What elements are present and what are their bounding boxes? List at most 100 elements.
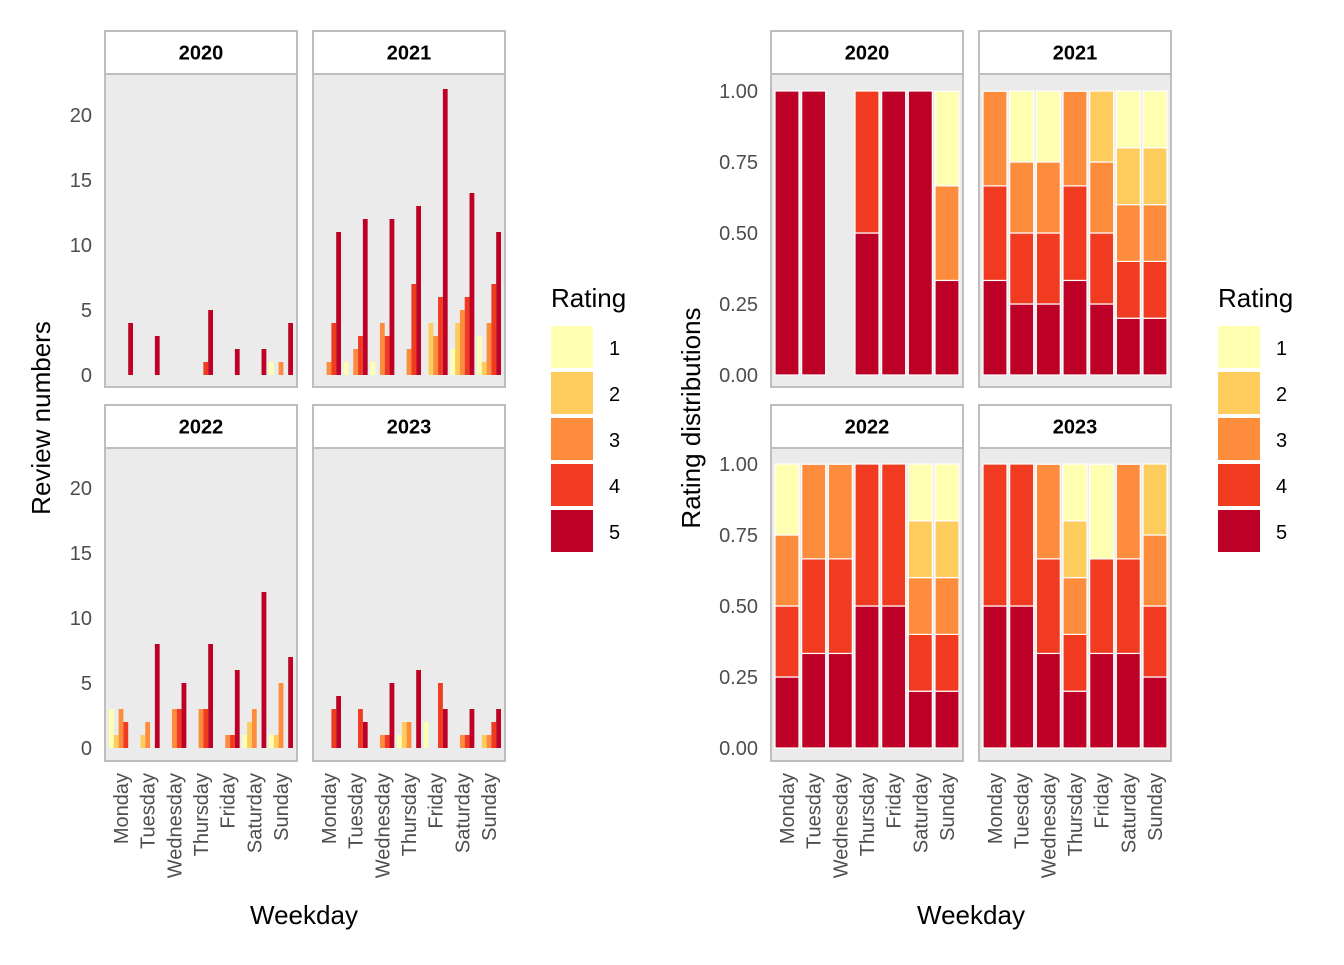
bar-2022-saturday-rating-1 xyxy=(242,735,248,748)
y-tick-label: 15 xyxy=(70,170,92,192)
stack-segment-2021-monday-rating-5 xyxy=(982,279,1008,376)
stack-segment-2023-thursday-rating-4 xyxy=(1062,633,1088,692)
stack-segment-2020-sunday-rating-1 xyxy=(934,90,960,187)
stack-segment-2023-saturday-rating-5 xyxy=(1115,652,1141,749)
bar-2023-thursday-rating-5 xyxy=(416,670,421,748)
stack-segment-2022-wednesday-rating-5 xyxy=(827,652,853,749)
stack-segment-2021-thursday-rating-4 xyxy=(1062,185,1088,282)
stack-segment-2021-sunday-rating-1 xyxy=(1142,90,1168,149)
bar-2020-friday-rating-5 xyxy=(234,349,240,375)
stack-segment-2022-sunday-rating-1 xyxy=(934,463,960,522)
y-tick-label: 0.75 xyxy=(719,152,758,174)
facet-title: 2022 xyxy=(179,417,224,439)
bar-2023-monday-rating-4 xyxy=(331,709,337,748)
legend-label: 2 xyxy=(1276,384,1287,406)
bar-2022-sunday-rating-1 xyxy=(269,735,274,748)
stack-segment-2023-sunday-rating-2 xyxy=(1142,463,1168,536)
bar-2023-wednesday-rating-5 xyxy=(389,683,395,748)
y-axis-title: Review numbers xyxy=(26,321,56,515)
x-tick-label: Friday xyxy=(884,773,906,829)
bar-2022-sunday-rating-3 xyxy=(278,683,284,748)
bar-2021-monday-rating-3 xyxy=(326,362,332,375)
bar-2023-sunday-rating-4 xyxy=(491,722,497,748)
legend-key-rating-3 xyxy=(1218,418,1260,460)
x-tick-label: Tuesday xyxy=(138,773,160,849)
y-tick-label: 0.50 xyxy=(719,223,758,245)
stack-segment-2021-tuesday-rating-1 xyxy=(1009,90,1035,163)
stack-segment-2021-saturday-rating-4 xyxy=(1115,260,1141,319)
x-tick-label: Saturday xyxy=(910,773,932,853)
bar-2022-friday-rating-4 xyxy=(230,735,235,748)
legend-key-rating-2 xyxy=(551,372,593,414)
x-tick-label: Thursday xyxy=(857,773,879,856)
legend-label: 5 xyxy=(1276,522,1287,544)
stack-segment-2021-sunday-rating-2 xyxy=(1142,147,1168,206)
stack-segment-2022-wednesday-rating-3 xyxy=(827,463,853,560)
x-tick-label: Friday xyxy=(426,773,448,829)
legend-key-rating-2 xyxy=(1218,372,1260,414)
stack-segment-2023-wednesday-rating-5 xyxy=(1035,652,1061,749)
stack-segment-2020-sunday-rating-5 xyxy=(934,279,960,376)
stack-segment-2021-saturday-rating-2 xyxy=(1115,147,1141,206)
y-tick-label: 20 xyxy=(70,105,92,127)
stack-segment-2023-thursday-rating-5 xyxy=(1062,690,1088,749)
facet-strip xyxy=(312,404,506,449)
facet-title: 2023 xyxy=(387,417,432,439)
legend-label: 3 xyxy=(609,430,620,452)
stack-segment-2022-tuesday-rating-4 xyxy=(801,558,827,655)
bar-2021-saturday-rating-5 xyxy=(469,193,475,375)
facet-title: 2020 xyxy=(845,43,890,65)
facet-title: 2021 xyxy=(387,43,432,65)
x-tick-label: Wednesday xyxy=(830,773,852,878)
x-tick-label: Friday xyxy=(1092,773,1114,829)
y-tick-label: 0.00 xyxy=(719,738,758,760)
panel-background xyxy=(312,447,506,762)
bar-2022-wednesday-rating-3 xyxy=(171,709,177,748)
x-axis-title: Weekday xyxy=(250,900,358,930)
stack-segment-2020-monday-rating-5 xyxy=(774,90,800,376)
bar-2021-friday-rating-3 xyxy=(433,336,439,375)
legend-key-rating-4 xyxy=(551,464,593,506)
bar-2021-sunday-rating-1 xyxy=(477,336,482,375)
stack-segment-2021-monday-rating-4 xyxy=(982,185,1008,282)
bar-2023-thursday-rating-3 xyxy=(406,722,412,748)
stack-segment-2022-sunday-rating-2 xyxy=(934,520,960,579)
stack-segment-2022-tuesday-rating-3 xyxy=(801,463,827,560)
stack-segment-2020-saturday-rating-5 xyxy=(907,90,933,376)
bar-2020-sunday-rating-1 xyxy=(269,362,274,375)
stack-segment-2021-tuesday-rating-4 xyxy=(1009,232,1035,305)
stack-segment-2022-monday-rating-3 xyxy=(774,534,800,607)
stack-segment-2022-monday-rating-4 xyxy=(774,605,800,678)
facet-title: 2020 xyxy=(179,43,224,65)
x-tick-label: Wednesday xyxy=(372,773,394,878)
bar-2022-monday-rating-3 xyxy=(118,709,124,748)
y-tick-label: 15 xyxy=(70,543,92,565)
bar-2021-thursday-rating-4 xyxy=(411,284,417,375)
stack-segment-2022-saturday-rating-5 xyxy=(907,690,933,749)
bar-2022-friday-rating-3 xyxy=(225,735,231,748)
bar-2023-saturday-rating-4 xyxy=(464,735,470,748)
bar-2021-monday-rating-5 xyxy=(336,232,341,375)
panel-background xyxy=(104,73,298,388)
y-tick-label: 0.50 xyxy=(719,596,758,618)
stack-segment-2023-sunday-rating-4 xyxy=(1142,605,1168,678)
y-tick-label: 0.25 xyxy=(719,667,758,689)
facet-title: 2022 xyxy=(845,417,890,439)
stack-segment-2020-thursday-rating-5 xyxy=(854,232,880,376)
y-tick-label: 0 xyxy=(81,738,92,760)
y-axis-title: Rating distributions xyxy=(676,307,706,528)
x-tick-label: Sunday xyxy=(479,773,501,841)
facet-strip xyxy=(770,30,964,75)
stack-segment-2023-sunday-rating-3 xyxy=(1142,534,1168,607)
bar-2023-friday-rating-4 xyxy=(438,683,443,748)
bar-2023-friday-rating-5 xyxy=(442,709,448,748)
bar-2021-wednesday-rating-3 xyxy=(379,323,385,375)
bar-2023-sunday-rating-3 xyxy=(486,735,492,748)
stack-segment-2023-monday-rating-4 xyxy=(982,463,1008,607)
stack-segment-2022-tuesday-rating-5 xyxy=(801,652,827,749)
stack-segment-2021-saturday-rating-3 xyxy=(1115,204,1141,263)
x-axis-title: Weekday xyxy=(917,900,1025,930)
x-tick-label: Sunday xyxy=(271,773,293,841)
